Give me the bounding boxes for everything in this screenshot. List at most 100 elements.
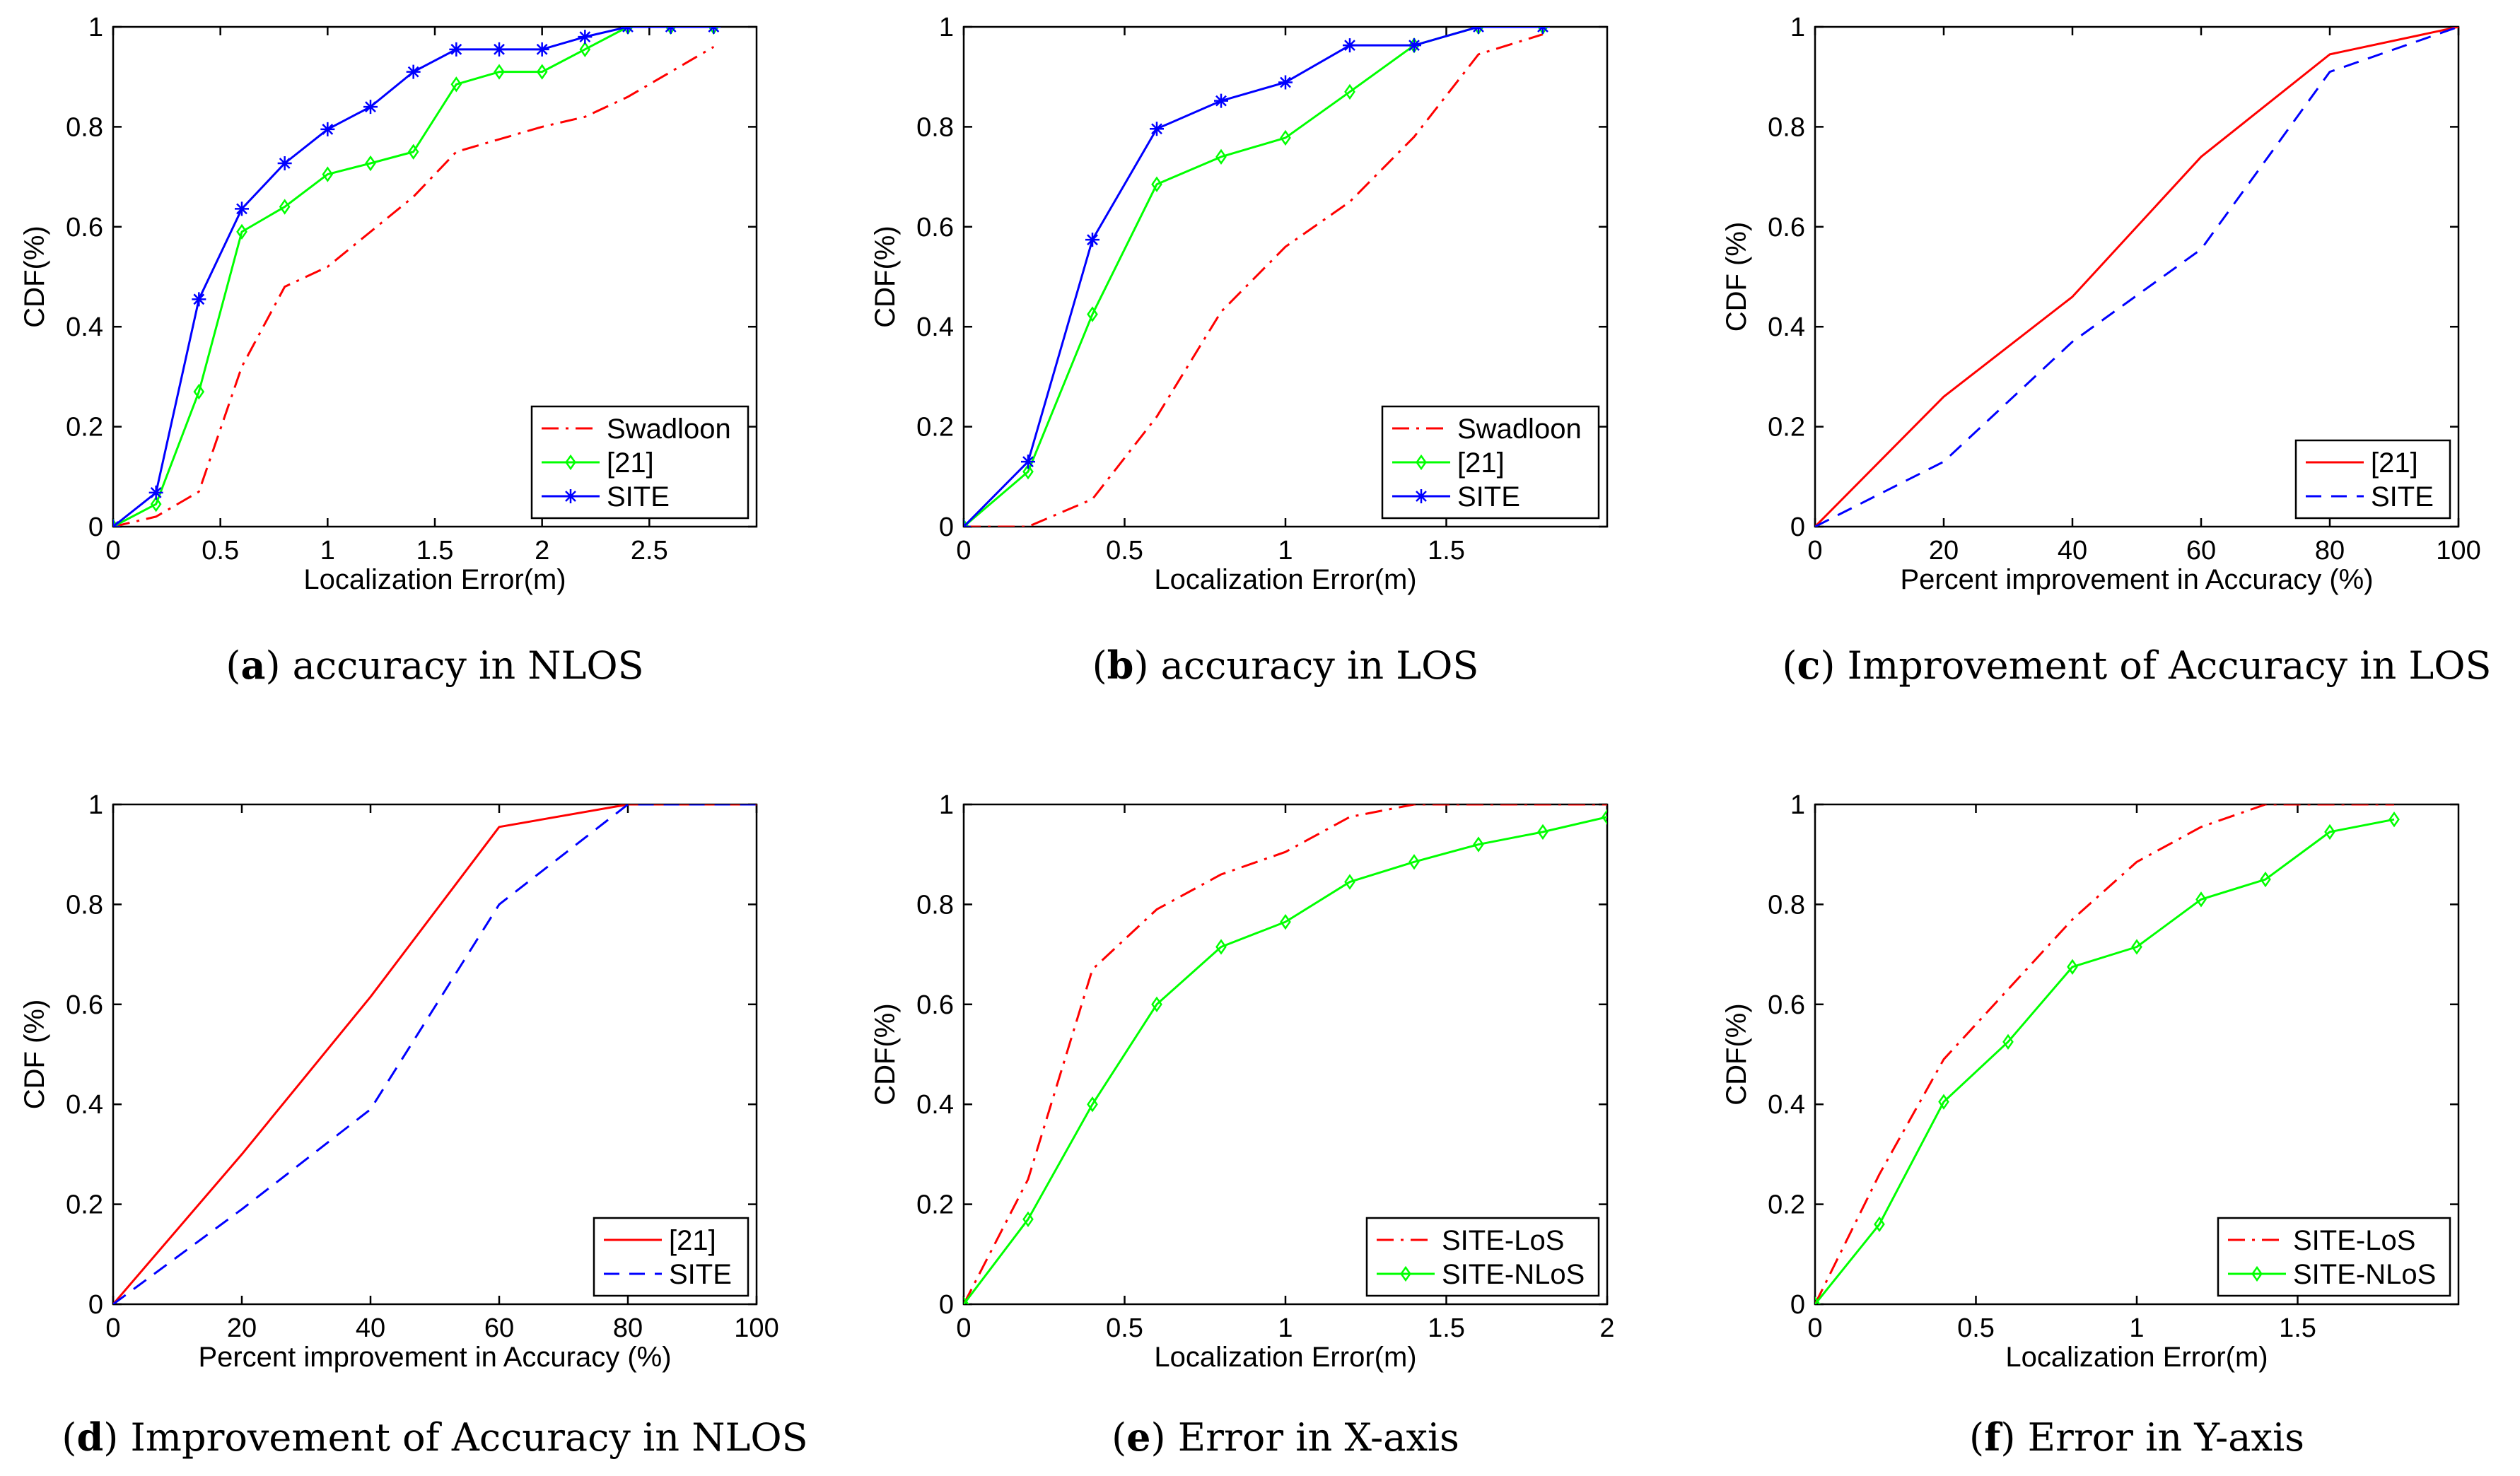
x-axis-label: Localization Error(m) [303,564,566,595]
y-tick-label: 0.4 [66,1090,103,1120]
data-point-2 [1407,38,1421,53]
x-axis-label: Localization Error(m) [1154,1342,1416,1373]
plot-frame [1814,25,2460,528]
plot-frame [112,803,758,1306]
data-point-2 [1278,75,1293,90]
x-axis-label: Percent improvement in Accuracy (%) [198,1342,671,1373]
legend-entry: SITE-NLoS [1442,1259,1585,1290]
caption-paren: ( [1092,643,1107,688]
x-tick-label: 80 [613,1313,643,1343]
data-point-1 [964,1296,969,1304]
y-tick-label: 1 [1790,13,1805,42]
legend-entry: [21] [607,447,654,479]
x-tick-label: 80 [2315,536,2345,566]
x-tick-label: 0 [1807,1313,1822,1343]
panel-caption: (e) Error in X-axis [1112,1414,1459,1460]
data-point-2 [113,520,120,527]
data-point-2 [1214,93,1228,108]
y-tick-label: 0.2 [1768,413,1805,443]
series-line-0 [113,45,715,527]
caption-letter: c [1797,643,1821,688]
panel-c: 0 20 40 60 80 100 0 0.2 0.4 0.6 0.8 1 Percent improv… [1721,13,2492,688]
series-line-1 [1815,818,2395,1304]
y-axis-label: CDF(%) [1721,1003,1752,1105]
y-tick-label: 0.8 [1768,112,1805,142]
data-point-1 [450,76,462,93]
caption-letter: f [1984,1414,2003,1460]
series-line-1 [113,804,757,1304]
y-tick-label: 0.2 [1768,1190,1805,1220]
data-point-1 [236,223,247,240]
data-point-1 [536,64,548,80]
y-tick-label: 0 [88,512,103,542]
x-tick-label: 0.5 [1106,536,1143,566]
data-point-2 [1021,455,1035,469]
y-tick-label: 0.4 [916,1090,954,1120]
data-point-2 [192,292,206,307]
data-point-1 [2195,891,2207,908]
x-tick-label: 0 [1807,536,1822,566]
y-tick-label: 1 [88,13,103,42]
y-tick-label: 0.6 [916,213,954,242]
data-point-2 [1150,122,1164,136]
legend-marker [1416,454,1427,471]
data-point-1 [1408,854,1420,870]
data-point-1 [1815,1296,1821,1304]
y-tick-label: 0.8 [66,890,103,920]
y-tick-label: 0.4 [916,312,954,342]
y-tick-label: 0.4 [66,312,103,342]
x-tick-label: 0.5 [1957,1313,1995,1343]
legend: [21]SITE [2294,439,2451,520]
caption-letter: b [1107,643,1134,688]
data-point-1 [1215,148,1227,165]
y-axis-label: CDF(%) [870,1003,901,1105]
panel-caption: (b) accuracy in LOS [1092,643,1479,688]
x-tick-label: 1.5 [1428,536,1465,566]
data-point-2 [1343,38,1357,53]
data-point-2 [406,64,421,79]
y-axis-label: CDF (%) [1721,222,1752,332]
series-group [964,804,1607,1304]
x-tick-label: 0 [105,1313,120,1343]
x-tick-label: 2 [535,536,549,566]
y-axis-label: CDF (%) [19,1000,50,1110]
data-point-2 [535,42,549,57]
y-tick-label: 0.2 [916,413,954,443]
data-point-1 [193,383,205,400]
y-tick-label: 0.6 [66,990,103,1020]
caption-paren: ( [1782,643,1797,688]
legend-marker [564,489,578,503]
caption-letter: a [240,643,265,688]
data-point-2 [492,42,506,57]
series-line-0 [1815,27,2458,527]
data-point-1 [1151,996,1162,1012]
series-line-0 [964,33,1544,527]
data-point-2 [1471,27,1486,34]
x-tick-label: 0 [956,1313,971,1343]
y-tick-label: 0.2 [66,413,103,443]
data-point-1 [2002,1033,2014,1050]
data-point-2 [1536,27,1550,34]
series-group [113,804,757,1304]
data-point-1 [1087,1096,1098,1113]
data-point-1 [2324,824,2335,840]
series-line-0 [964,804,1607,1304]
legend-entry: [21] [1457,447,1505,479]
caption-letter: e [1126,1414,1150,1460]
x-tick-label: 0 [105,536,120,566]
x-tick-label: 0.5 [1106,1313,1143,1343]
legend-entry: SITE-LoS [2293,1225,2415,1256]
data-point-2 [449,42,464,57]
legend-marker [2251,1265,2263,1282]
x-tick-label: 2 [1599,1313,1614,1343]
y-tick-label: 0.6 [916,990,954,1020]
legend-box [593,1217,749,1297]
legend-entry: SITE-LoS [1442,1225,1564,1256]
data-point-1 [1280,913,1291,930]
data-point-1 [150,496,162,512]
data-point-1 [2388,812,2400,828]
